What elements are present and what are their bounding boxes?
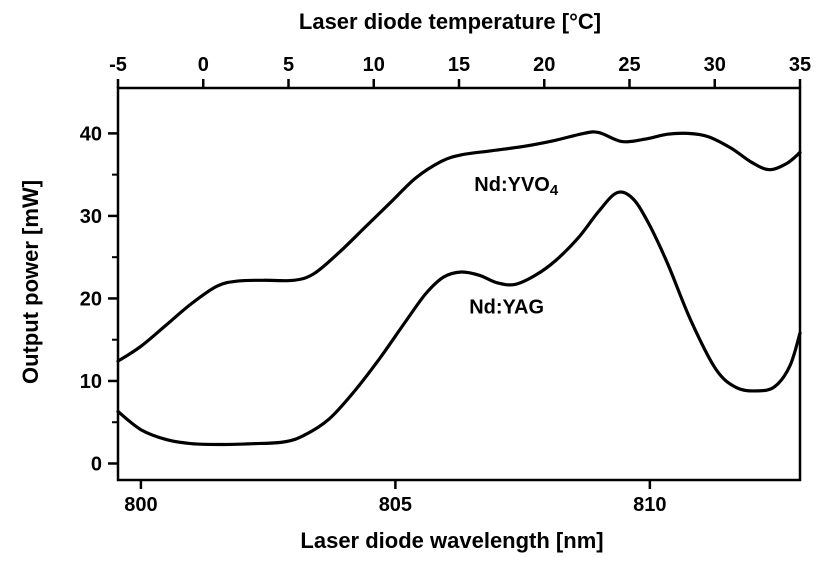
top-axis-tick-label: 30 (704, 54, 726, 76)
x-axis-tick-label: 800 (124, 494, 157, 516)
series-label-nd-yvo4: Nd:YVO4 (474, 174, 559, 199)
y-axis-tick-label: 20 (80, 288, 102, 310)
top-axis-tick-label: 35 (789, 54, 811, 76)
curve-nd-yag (116, 190, 802, 447)
top-axis-tick-label: 20 (533, 54, 555, 76)
top-axis-tick-label: 5 (283, 54, 294, 76)
top-axis-tick-label: -5 (109, 54, 127, 76)
y-axis-tick-label: 10 (80, 371, 102, 393)
y-axis-tick-label: 0 (91, 453, 102, 475)
top-axis-title: Laser diode temperature [°C] (298, 9, 602, 34)
series-label-nd-yag: Nd:YAG (469, 296, 544, 318)
y-axis-tick-label: 40 (80, 123, 102, 145)
curve-nd-yvo4 (116, 130, 802, 363)
x-axis-tick-label: 810 (633, 494, 666, 516)
top-axis-tick-label: 10 (363, 54, 385, 76)
top-axis-tick-label: 0 (198, 54, 209, 76)
x-axis-tick-label: 805 (379, 494, 412, 516)
bottom-axis-title: Laser diode wavelength [nm] (300, 528, 604, 553)
y-axis-tick-label: 30 (80, 206, 102, 228)
top-axis-tick-label: 15 (448, 54, 470, 76)
top-axis-tick-label: 25 (618, 54, 640, 76)
